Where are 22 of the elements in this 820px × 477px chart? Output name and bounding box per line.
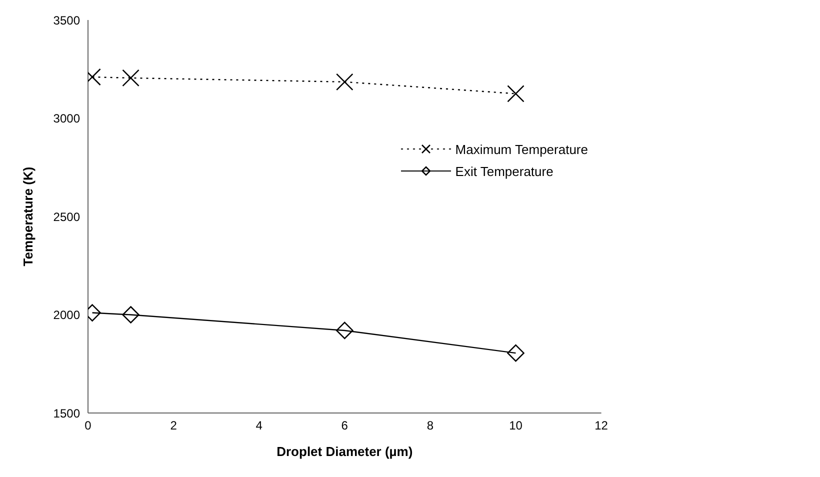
- y-tick-label: 3500: [53, 13, 80, 28]
- y-tick-label: 3000: [53, 112, 80, 126]
- point: [122, 69, 140, 87]
- x-tick-label: 6: [341, 418, 348, 433]
- y-tick-label: 2500: [53, 210, 80, 224]
- x-tick-label: 2: [170, 418, 178, 433]
- point: [122, 306, 140, 324]
- x-axis-title: Droplet Diameter (µm): [276, 444, 413, 459]
- x-tick-label: 8: [426, 418, 434, 433]
- point: [336, 73, 354, 91]
- point: [336, 322, 354, 340]
- legend-label: Exit Temperature: [455, 164, 554, 178]
- y-tick-label: 2000: [53, 308, 80, 322]
- legend-label: Maximum Temperature: [455, 142, 588, 156]
- y-axis-title: Temperature (K): [20, 166, 36, 266]
- x-tick-label: 10: [509, 418, 523, 433]
- point: [507, 85, 524, 102]
- x-tick-label: 12: [594, 418, 608, 433]
- point: [507, 344, 524, 362]
- x-tick-label: 0: [84, 418, 92, 433]
- x-tick-label: 4: [256, 418, 263, 433]
- y-tick-label: 1500: [53, 406, 80, 420]
